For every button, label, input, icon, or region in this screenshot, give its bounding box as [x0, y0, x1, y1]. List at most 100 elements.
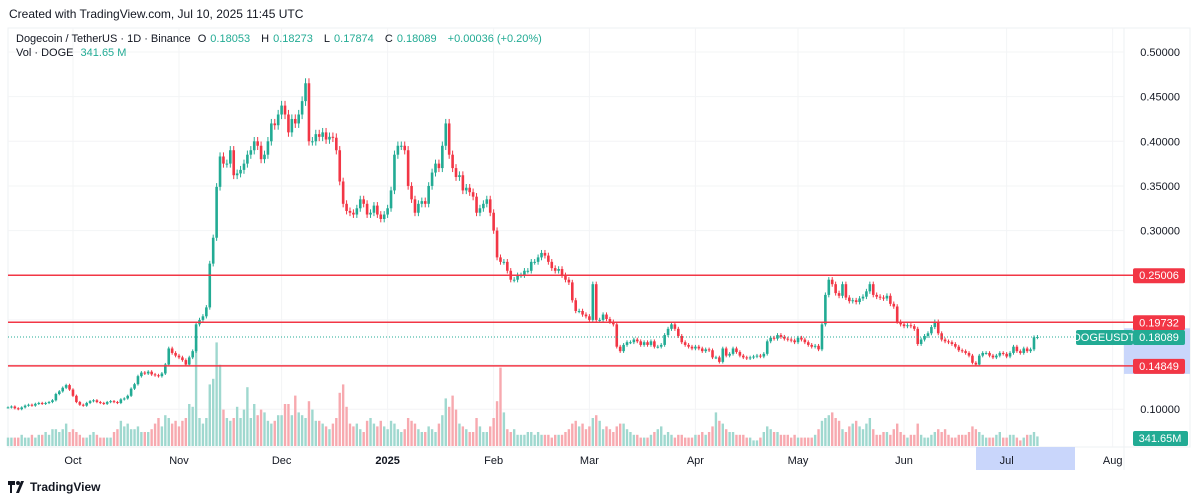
volume-bar [683, 437, 687, 446]
candle [728, 352, 731, 358]
candle-body [506, 261, 509, 271]
candle-body [410, 185, 413, 200]
candle-body [293, 118, 297, 124]
candle [759, 353, 762, 359]
volume-bar [957, 434, 960, 446]
volume-bar [810, 437, 813, 446]
volume-bar [119, 420, 123, 446]
candle [793, 338, 796, 345]
candle-body [670, 324, 673, 329]
candle-body [75, 395, 78, 403]
time-tick-label: Apr [687, 455, 704, 467]
candle-body [803, 339, 807, 343]
volume-bar [30, 434, 34, 446]
candle-body [317, 134, 321, 137]
volume-bar [393, 423, 396, 446]
candle-body [827, 279, 831, 295]
candle [160, 371, 164, 378]
level-price-label: 0.19732 [1139, 317, 1179, 329]
candle-body [834, 284, 837, 294]
candle-body [345, 203, 348, 211]
candle [981, 351, 984, 358]
time-tick-label: Oct [64, 455, 81, 467]
candle-body [40, 402, 44, 404]
volume-bar [352, 426, 355, 446]
candle [150, 370, 153, 376]
candle [464, 184, 468, 195]
candle [1001, 351, 1005, 356]
candle [341, 177, 345, 208]
volume-bar [270, 423, 273, 446]
volume-bar [926, 437, 930, 446]
volume-bar [424, 432, 427, 446]
candle-body [51, 400, 54, 403]
volume-bar [824, 418, 827, 446]
candle [995, 353, 998, 360]
volume-bar [971, 426, 974, 446]
candle-body [461, 175, 465, 191]
candle-body [280, 105, 283, 115]
volume-bar [177, 426, 181, 446]
candle [755, 353, 759, 359]
volume-bar [420, 432, 424, 446]
candle-body [249, 150, 253, 155]
candle [81, 403, 85, 407]
candle [779, 333, 783, 339]
volume-bar [506, 429, 509, 446]
volume-bar [482, 432, 485, 446]
volume-bar [403, 429, 406, 446]
volume-bar [707, 432, 711, 446]
volume-bar [458, 423, 461, 446]
candle [762, 352, 766, 359]
candle [536, 254, 540, 265]
candle [211, 234, 215, 267]
volume-bar [875, 434, 878, 446]
candle-body [998, 352, 1002, 356]
volume-bar [813, 434, 817, 446]
volume-bar [362, 432, 365, 446]
candle-body [468, 187, 471, 193]
candle-body [529, 261, 533, 271]
volume-bar [331, 423, 335, 446]
volume-bar [605, 426, 608, 446]
volume-bar [557, 434, 560, 446]
volume-bar [451, 395, 454, 446]
candle-body [502, 261, 506, 263]
candle-body [933, 321, 937, 328]
candle [471, 188, 475, 201]
volume-bar [598, 420, 601, 446]
candle [882, 295, 885, 301]
volume-bar [41, 434, 44, 446]
candle [314, 129, 318, 146]
volume-bar [181, 420, 184, 446]
candle [365, 200, 369, 218]
volume-bar [653, 432, 656, 446]
candle-body [434, 163, 437, 173]
volume-bar [253, 404, 256, 446]
candle-body [608, 319, 612, 322]
volume-bar [615, 426, 618, 446]
volume-bar [34, 437, 37, 446]
volume-bar [930, 434, 933, 446]
candle [810, 343, 813, 349]
candle-body [10, 406, 13, 408]
volume-bar [779, 434, 783, 446]
candle-body [786, 338, 790, 340]
candle [324, 127, 328, 144]
candle [27, 403, 30, 407]
candle [861, 294, 865, 301]
candle [64, 383, 68, 390]
candle [266, 137, 270, 159]
candle-body [779, 335, 783, 337]
candle [714, 355, 718, 360]
candle-body [34, 403, 37, 406]
candle [95, 399, 99, 404]
volume-bar [577, 426, 581, 446]
candle [680, 334, 684, 345]
candle [1015, 344, 1019, 353]
candle [560, 266, 564, 278]
candle [889, 293, 892, 307]
candle-body [954, 344, 957, 347]
candle [721, 346, 725, 364]
